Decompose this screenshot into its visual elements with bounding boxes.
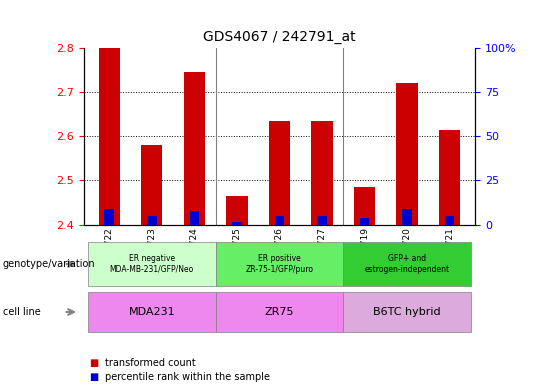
Bar [141,145,163,225]
Bar [184,72,205,225]
Bar [232,222,242,225]
Bar [445,216,455,225]
Text: transformed count: transformed count [105,358,196,368]
Bar [354,187,375,225]
Bar [269,121,290,225]
Text: MDA231: MDA231 [129,307,175,317]
Text: ER negative
MDA-MB-231/GFP/Neo: ER negative MDA-MB-231/GFP/Neo [110,254,194,274]
Bar [104,209,114,225]
Text: percentile rank within the sample: percentile rank within the sample [105,372,271,382]
Text: B6TC hybrid: B6TC hybrid [373,307,441,317]
Bar [99,48,120,225]
Text: ■: ■ [89,372,98,382]
Bar [275,216,284,225]
Text: ■: ■ [89,358,98,368]
Bar [312,121,333,225]
Bar [402,209,412,225]
Title: GDS4067 / 242791_at: GDS4067 / 242791_at [203,30,356,44]
Bar [396,83,418,225]
Text: ER positive
ZR-75-1/GFP/puro: ER positive ZR-75-1/GFP/puro [246,254,313,274]
Bar [439,130,460,225]
Bar [360,218,369,225]
Text: ZR75: ZR75 [265,307,294,317]
Text: cell line: cell line [3,307,40,317]
Text: genotype/variation: genotype/variation [3,259,96,269]
Bar [190,211,199,225]
Bar [226,196,247,225]
Bar [147,216,157,225]
Text: GFP+ and
estrogen-independent: GFP+ and estrogen-independent [364,254,450,274]
Bar [317,216,327,225]
